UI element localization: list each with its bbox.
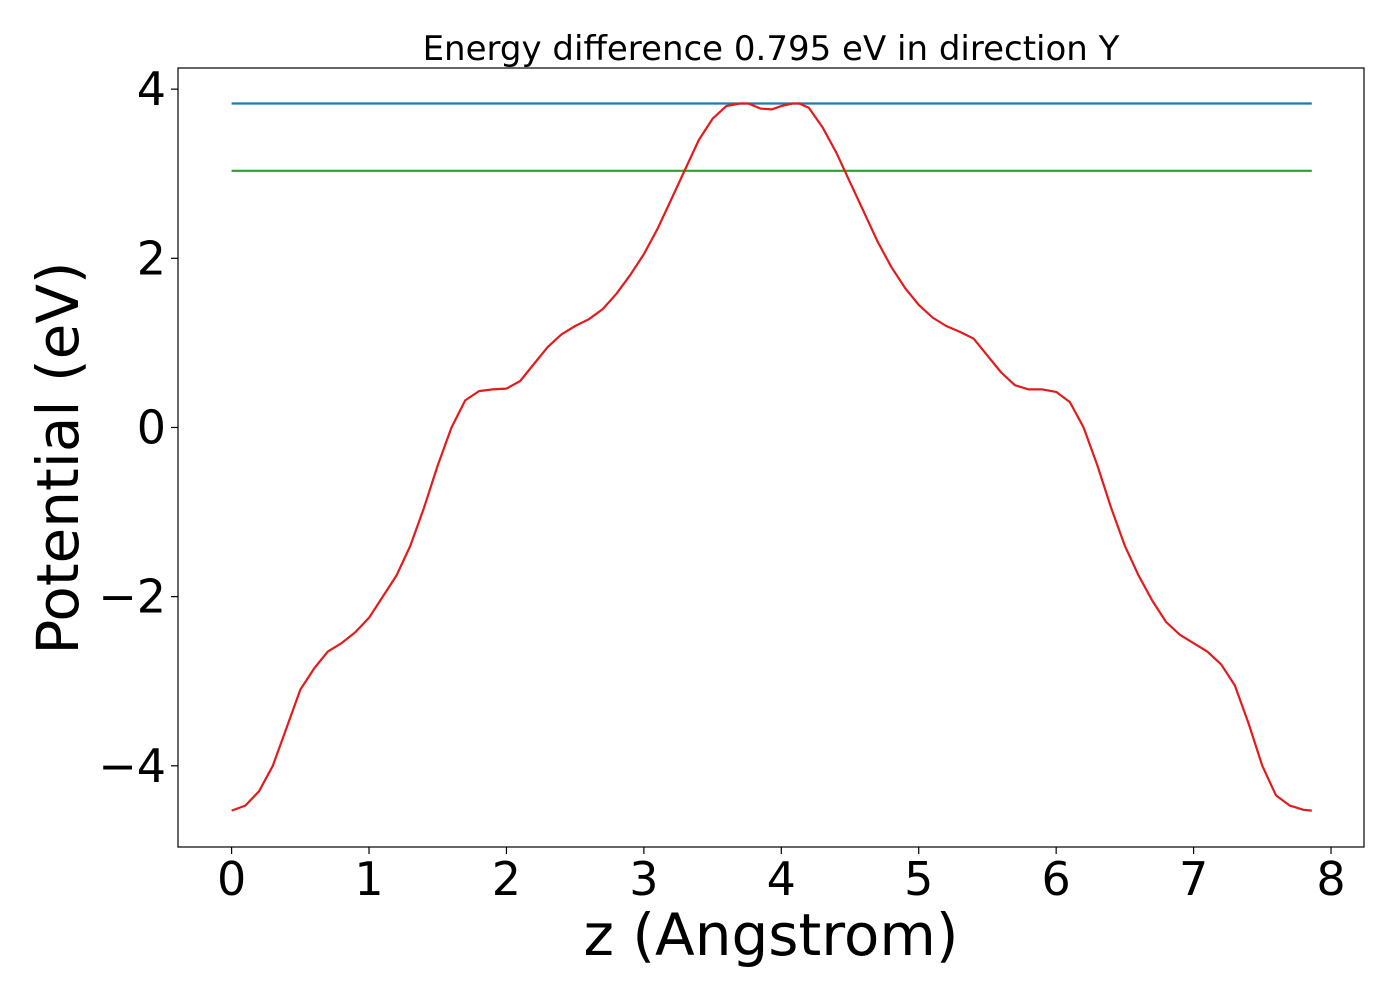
series-line-potential [231, 102, 1312, 812]
y-tick-label: 2 [137, 231, 166, 285]
y-tick-label: 4 [137, 62, 166, 116]
x-tick-label: 3 [629, 852, 658, 906]
y-tick-label: 0 [137, 400, 166, 454]
x-tick-label: 7 [1179, 852, 1208, 906]
y-tick-label: −4 [98, 739, 166, 793]
x-axis: 0 1 2 3 4 5 6 7 8 [217, 847, 1346, 906]
x-tick-label: 8 [1316, 852, 1345, 906]
x-tick-label: 2 [492, 852, 521, 906]
plot-background [178, 68, 1364, 847]
x-tick-label: 0 [217, 852, 246, 906]
y-tick-label: −2 [98, 570, 166, 624]
x-tick-label: 4 [767, 852, 796, 906]
chart-title: Energy difference 0.795 eV in direction … [423, 29, 1120, 69]
x-axis-title: z (Angstrom) [584, 901, 959, 969]
x-tick-label: 1 [354, 852, 383, 906]
y-axis: −4 −2 0 2 4 [98, 62, 178, 793]
y-axis-title: Potential (eV) [24, 261, 92, 654]
plot-frame [177, 67, 1365, 848]
x-tick-label: 5 [904, 852, 933, 906]
series-layer [231, 102, 1312, 812]
x-tick-label: 6 [1042, 852, 1071, 906]
